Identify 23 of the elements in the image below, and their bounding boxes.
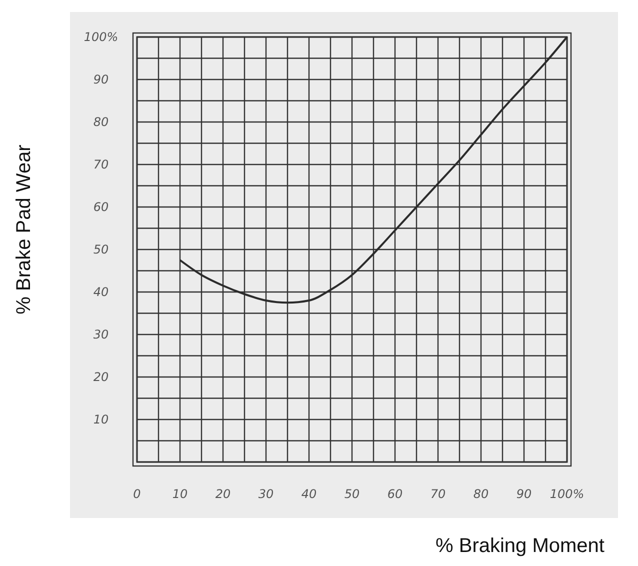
y-tick-label: 60 xyxy=(93,200,109,214)
x-tick-label: 30 xyxy=(258,487,274,501)
x-tick-label: 100% xyxy=(550,487,584,501)
y-tick-label: 40 xyxy=(93,285,109,300)
y-tick-label: 20 xyxy=(93,370,109,384)
y-tick-label: 100% xyxy=(84,30,118,44)
y-tick-label: 50 xyxy=(93,242,109,257)
x-tick-label: 80 xyxy=(473,487,489,501)
y-tick-label: 80 xyxy=(93,115,109,130)
y-axis-title: % Brake Pad Wear xyxy=(13,144,35,314)
x-tick-label: 70 xyxy=(430,487,446,501)
x-tick-label: 0 xyxy=(133,487,142,501)
x-tick-label: 90 xyxy=(516,487,532,501)
y-tick-label: 90 xyxy=(93,72,109,87)
x-tick-label: 20 xyxy=(215,487,231,501)
y-tick-label: 70 xyxy=(93,158,109,172)
y-tick-label: 30 xyxy=(93,328,109,342)
y-tick-label: 10 xyxy=(93,412,109,427)
x-tick-label: 10 xyxy=(172,487,188,501)
x-tick-label: 60 xyxy=(387,487,403,501)
x-axis-title: % Braking Moment xyxy=(436,535,605,557)
x-tick-label: 40 xyxy=(301,487,317,501)
x-tick-label: 50 xyxy=(344,487,360,501)
